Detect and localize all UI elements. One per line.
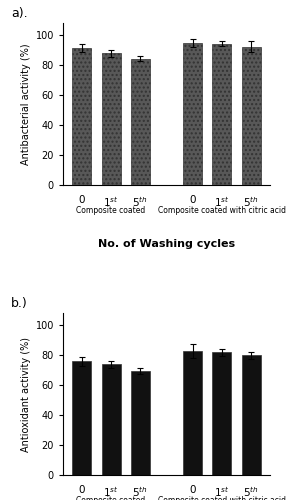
Text: Composite coated with citric acid: Composite coated with citric acid: [158, 206, 286, 215]
Text: Composite coated: Composite coated: [77, 496, 146, 500]
Bar: [131, 58, 150, 185]
Y-axis label: Antioxidant activity (%): Antioxidant activity (%): [21, 336, 32, 452]
Bar: [212, 352, 231, 475]
Bar: [102, 54, 121, 185]
Bar: [242, 356, 261, 475]
Bar: [73, 48, 91, 185]
Text: Composite coated with citric acid: Composite coated with citric acid: [158, 496, 286, 500]
Bar: [242, 46, 261, 185]
Bar: [131, 371, 150, 475]
X-axis label: No. of Washing cycles: No. of Washing cycles: [98, 239, 235, 249]
Text: Composite coated: Composite coated: [77, 206, 146, 215]
Bar: [212, 44, 231, 185]
Bar: [183, 43, 202, 185]
Text: a).: a).: [11, 7, 28, 20]
Bar: [102, 364, 121, 475]
Text: b.): b.): [11, 297, 28, 310]
Bar: [183, 351, 202, 475]
Bar: [73, 362, 91, 475]
Y-axis label: Antibacterial activity (%): Antibacterial activity (%): [21, 44, 32, 165]
